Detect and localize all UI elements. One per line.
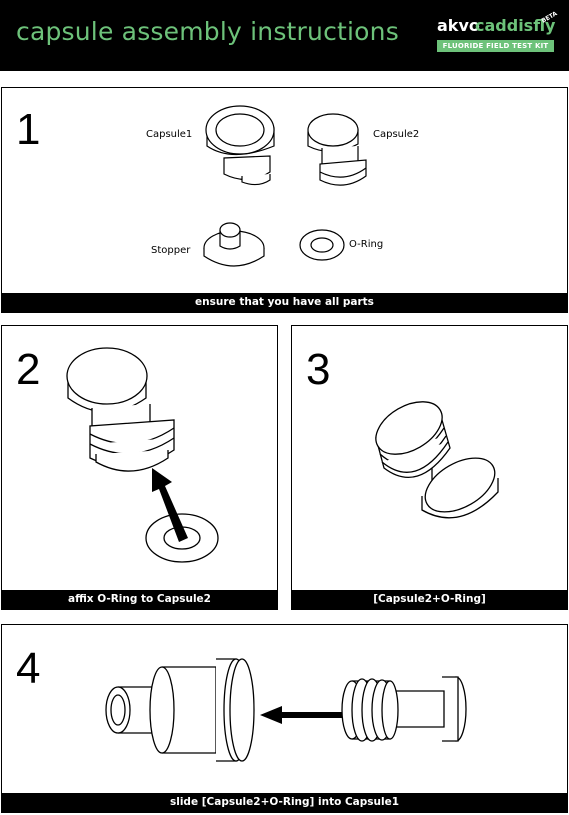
brand-logo: akvo caddisfly BETA FLUORIDE FIELD TEST …	[437, 10, 559, 56]
step-3-number: 3	[306, 345, 331, 394]
brand-caddisfly: caddisfly	[475, 16, 556, 35]
step-2-caption: affix O-Ring to Capsule2	[2, 590, 277, 609]
step-1-parts-illustration	[203, 105, 367, 267]
stopper-icon	[203, 222, 265, 267]
step-3-panel: 3 [Capsule2+O-Ring]	[291, 325, 568, 610]
step-4-caption: slide [Capsule2+O-Ring] into Capsule1	[2, 793, 567, 812]
page-title: capsule assembly instructions	[16, 17, 399, 46]
capsule1-icon	[205, 105, 275, 186]
arrow-icon	[260, 706, 348, 724]
step-4-panel: 4 slide [Capsule2+O-Ring] into Capsu	[1, 624, 568, 813]
step-1-caption: ensure that you have all parts	[2, 293, 567, 312]
step-4-illustration	[105, 658, 467, 762]
step-3-caption: [Capsule2+O-Ring]	[292, 590, 567, 609]
step-1-number: 1	[16, 105, 41, 154]
capsule2-oring-assembly-icon	[375, 401, 499, 519]
brand-kit-label: FLUORIDE FIELD TEST KIT	[437, 40, 554, 52]
capsule1-label: Capsule1	[146, 129, 193, 140]
capsule2-oring-assembly-icon	[341, 676, 467, 742]
capsule2-label: Capsule2	[373, 129, 420, 140]
capsule1-icon	[105, 658, 255, 762]
stopper-label: Stopper	[151, 245, 191, 256]
step-4-number: 4	[16, 644, 41, 693]
oring-icon	[299, 229, 345, 261]
brand-akvo: akvo	[437, 16, 480, 35]
header-bar: capsule assembly instructions akvo caddi…	[0, 0, 569, 71]
step-2-number: 2	[16, 345, 41, 394]
step-2-panel: 2 affix O-Ring to Capsule2	[1, 325, 278, 610]
step-1-panel: 1 Capsule1 Capsule	[1, 87, 568, 313]
step-3-illustration	[375, 401, 499, 519]
capsule2-icon	[307, 113, 367, 186]
arrow-icon	[152, 468, 188, 542]
step-2-illustration	[66, 347, 219, 563]
oring-label: O-Ring	[349, 239, 384, 250]
capsule2-icon	[66, 347, 175, 472]
